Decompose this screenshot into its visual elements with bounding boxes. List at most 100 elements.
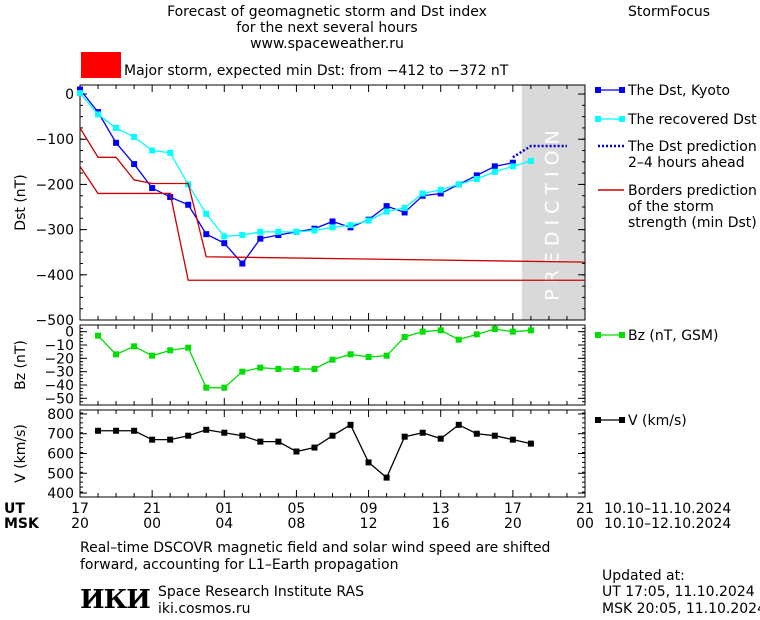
legend-marker [619, 417, 625, 423]
data-point [455, 421, 462, 428]
data-point [203, 231, 210, 238]
brand-name: StormFocus [628, 4, 711, 20]
legend-label: The recovered Dst [627, 112, 757, 128]
footnote-line1: Real–time DSCOVR magnetic field and sola… [80, 540, 551, 556]
y-tick-label: 800 [47, 407, 74, 423]
data-point [77, 90, 83, 97]
data-point [131, 427, 138, 434]
series-line [98, 423, 532, 479]
y-tick-label: −100 [36, 132, 74, 148]
ut-tick-label: 21 [576, 501, 594, 517]
data-point [401, 433, 408, 440]
footnote-line2: forward, accounting for L1–Earth propaga… [80, 557, 399, 573]
legend-label: The Dst, Kyoto [627, 83, 730, 99]
ut-tick-label: 17 [504, 501, 522, 517]
legend-marker [619, 87, 625, 93]
updated-ut: UT 17:05, 11.10.2024 [602, 584, 755, 600]
data-point [149, 185, 156, 192]
ut-tick-label: 05 [288, 501, 306, 517]
chart-title: Forecast of geomagnetic storm and Dst in… [167, 4, 487, 20]
data-point [167, 347, 174, 354]
data-point [239, 368, 246, 375]
data-point [347, 351, 354, 358]
data-point [203, 426, 210, 433]
data-point [491, 432, 498, 439]
site-url[interactable]: www.spaceweather.ru [250, 36, 404, 52]
msk-tick-label: 00 [143, 516, 161, 532]
y-tick-label: −300 [36, 223, 74, 239]
y-tick-label: 0 [65, 325, 74, 341]
y-tick-label: −10 [44, 338, 74, 354]
data-point [383, 203, 390, 210]
plot-frame-2 [79, 324, 586, 406]
data-point [473, 430, 480, 437]
y-tick-label: 500 [47, 466, 74, 482]
legend-label: strength (min Dst) [628, 215, 757, 231]
legend-marker [595, 116, 601, 122]
y-tick-label: −30 [44, 365, 74, 381]
data-point [77, 86, 83, 93]
data-point [473, 331, 480, 338]
msk-tick-label: 04 [215, 516, 233, 532]
legend-marker [619, 116, 625, 122]
data-point [203, 384, 210, 391]
data-point [293, 366, 300, 372]
legend-label: Borders prediction [628, 183, 757, 199]
data-point [257, 364, 264, 371]
ut-tick-label: 01 [215, 501, 233, 517]
prediction-label: PREDICTION [541, 124, 563, 301]
data-point [221, 233, 228, 240]
data-point [329, 224, 336, 231]
data-point [131, 133, 138, 140]
legend-label: Bz (nT, GSM) [628, 328, 718, 344]
data-point [275, 438, 282, 445]
data-point [365, 217, 372, 224]
y-axis-label: V (km/s) [13, 424, 29, 483]
y-tick-label: 400 [47, 486, 74, 502]
data-point [401, 204, 408, 211]
ut-tick-label: 13 [432, 501, 450, 517]
msk-tick-label: 20 [504, 516, 522, 532]
data-point [203, 210, 210, 217]
institute-site[interactable]: iki.cosmos.ru [158, 601, 251, 617]
msk-tick-label: 08 [288, 516, 306, 532]
data-point [275, 366, 282, 372]
series-line [79, 165, 585, 281]
series-line [79, 89, 513, 265]
data-point [149, 436, 156, 443]
y-tick-label: −500 [36, 313, 74, 329]
ut-tick-label: 21 [143, 501, 161, 517]
data-point [437, 435, 444, 442]
data-point [383, 208, 390, 215]
data-point [293, 228, 300, 235]
data-point [257, 235, 264, 242]
ut-tick-label: 17 [71, 501, 89, 517]
data-point [275, 232, 282, 239]
legend-label: of the storm [628, 199, 714, 215]
data-point [293, 448, 300, 455]
data-point [329, 218, 336, 225]
data-point [113, 124, 120, 131]
storm-level-swatch [81, 52, 121, 78]
data-point [365, 459, 372, 466]
y-tick-label: −400 [36, 268, 74, 284]
legend-marker [595, 417, 601, 423]
data-point [491, 168, 498, 175]
data-point [239, 432, 246, 439]
legend-marker [595, 332, 601, 338]
data-point [509, 163, 516, 170]
data-point [275, 228, 282, 235]
data-point [455, 336, 462, 343]
data-point [167, 194, 174, 201]
y-tick-label: 600 [47, 447, 74, 463]
series-line [79, 127, 586, 263]
plot-frame-1 [79, 84, 586, 321]
msk-axis-label: MSK [4, 516, 39, 532]
storm-forecast-text: Major storm, expected min Dst: from −412… [124, 63, 509, 79]
data-point [221, 240, 228, 247]
data-point [113, 351, 120, 358]
data-point [455, 181, 462, 188]
iki-logo: ИКИ [80, 585, 151, 615]
data-point [113, 427, 120, 434]
